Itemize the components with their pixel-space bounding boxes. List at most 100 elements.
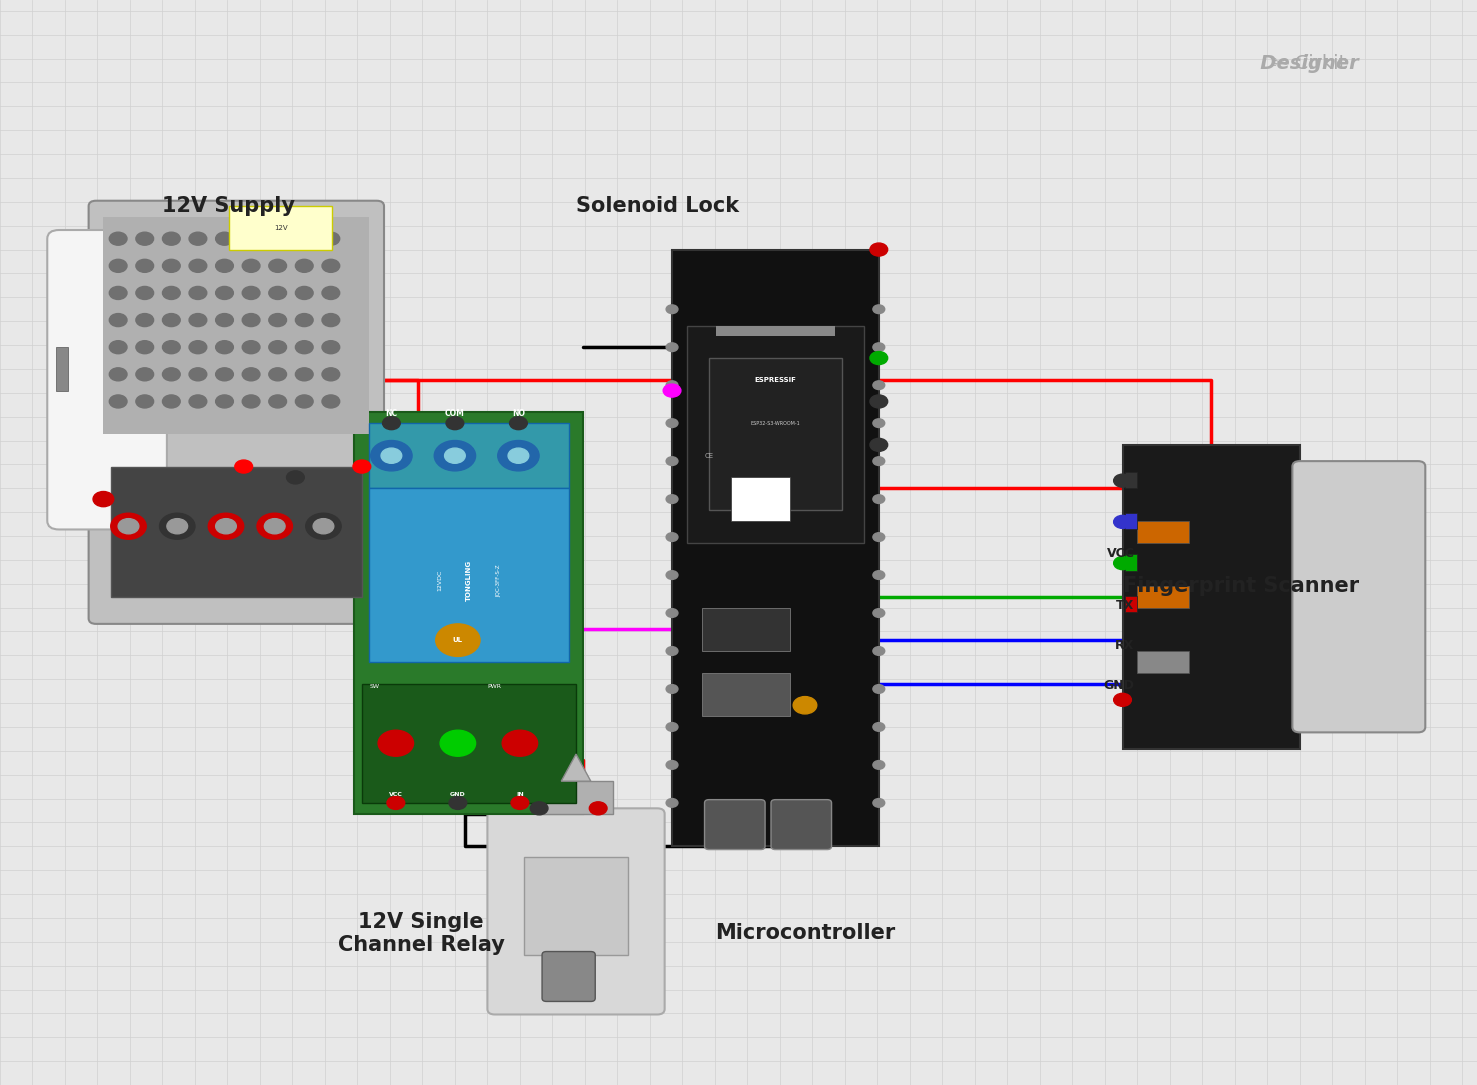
Text: ✂ Cirkit: ✂ Cirkit <box>1272 54 1359 74</box>
Circle shape <box>873 761 885 769</box>
Text: UL: UL <box>453 637 462 643</box>
Circle shape <box>873 305 885 314</box>
Circle shape <box>440 730 476 756</box>
Circle shape <box>793 697 817 714</box>
Text: GND: GND <box>450 792 465 797</box>
Circle shape <box>136 368 154 381</box>
Polygon shape <box>561 754 591 781</box>
Circle shape <box>189 341 207 354</box>
Text: TONGLING: TONGLING <box>465 560 473 601</box>
Bar <box>539 781 613 814</box>
Circle shape <box>162 395 180 408</box>
Circle shape <box>378 730 414 756</box>
Circle shape <box>870 438 888 451</box>
Text: PWR: PWR <box>487 684 501 689</box>
FancyBboxPatch shape <box>705 800 765 850</box>
Circle shape <box>160 513 195 539</box>
Bar <box>369 488 569 662</box>
Text: ESP32-S3-WROOM-1: ESP32-S3-WROOM-1 <box>750 421 801 425</box>
Text: 12V Supply: 12V Supply <box>162 196 295 216</box>
Circle shape <box>589 802 607 815</box>
Circle shape <box>269 341 287 354</box>
Circle shape <box>322 232 340 245</box>
Bar <box>1137 521 1189 542</box>
Circle shape <box>387 796 405 809</box>
Circle shape <box>189 368 207 381</box>
Bar <box>709 358 842 510</box>
Text: JQC-3FF-S-Z: JQC-3FF-S-Z <box>496 564 501 597</box>
Circle shape <box>666 647 678 655</box>
FancyBboxPatch shape <box>542 952 595 1001</box>
Text: Designer: Designer <box>1213 54 1359 74</box>
Circle shape <box>873 571 885 579</box>
Circle shape <box>162 341 180 354</box>
Circle shape <box>242 395 260 408</box>
Circle shape <box>118 519 139 534</box>
Circle shape <box>111 513 146 539</box>
Circle shape <box>663 384 681 397</box>
Circle shape <box>136 286 154 299</box>
Circle shape <box>136 259 154 272</box>
Circle shape <box>295 286 313 299</box>
Circle shape <box>109 314 127 327</box>
Circle shape <box>295 395 313 408</box>
FancyBboxPatch shape <box>487 808 665 1014</box>
Circle shape <box>189 286 207 299</box>
Circle shape <box>109 341 127 354</box>
Bar <box>672 250 879 846</box>
Circle shape <box>269 368 287 381</box>
Circle shape <box>666 533 678 541</box>
Circle shape <box>436 624 480 656</box>
Text: SW: SW <box>369 684 380 689</box>
Circle shape <box>446 417 464 430</box>
Circle shape <box>508 448 529 463</box>
Circle shape <box>242 286 260 299</box>
Circle shape <box>109 259 127 272</box>
Circle shape <box>109 286 127 299</box>
Bar <box>362 684 576 803</box>
Circle shape <box>371 441 412 471</box>
Text: Microcontroller: Microcontroller <box>715 923 895 943</box>
Text: COM: COM <box>445 409 465 418</box>
Bar <box>354 412 583 814</box>
Circle shape <box>873 533 885 541</box>
Circle shape <box>295 341 313 354</box>
Circle shape <box>873 799 885 807</box>
Circle shape <box>1114 557 1131 570</box>
Circle shape <box>216 259 233 272</box>
Circle shape <box>295 259 313 272</box>
Text: 12VDC: 12VDC <box>437 570 442 591</box>
Circle shape <box>666 419 678 427</box>
Circle shape <box>873 685 885 693</box>
Circle shape <box>498 441 539 471</box>
Circle shape <box>666 609 678 617</box>
Bar <box>702 608 790 651</box>
Bar <box>687 326 864 542</box>
Text: 12V: 12V <box>273 225 288 231</box>
Circle shape <box>162 259 180 272</box>
Circle shape <box>242 232 260 245</box>
Circle shape <box>381 448 402 463</box>
Bar <box>1137 586 1189 608</box>
Bar <box>103 217 369 434</box>
Circle shape <box>666 723 678 731</box>
Circle shape <box>449 796 467 809</box>
Circle shape <box>295 368 313 381</box>
Circle shape <box>511 796 529 809</box>
Circle shape <box>322 368 340 381</box>
FancyBboxPatch shape <box>47 230 167 529</box>
FancyBboxPatch shape <box>1292 461 1425 732</box>
Circle shape <box>873 419 885 427</box>
Circle shape <box>269 232 287 245</box>
Circle shape <box>216 341 233 354</box>
Circle shape <box>666 571 678 579</box>
Circle shape <box>666 343 678 352</box>
Circle shape <box>313 519 334 534</box>
Text: TX: TX <box>1117 599 1134 612</box>
Circle shape <box>162 368 180 381</box>
FancyBboxPatch shape <box>89 201 384 624</box>
Text: Fingerprint Scanner: Fingerprint Scanner <box>1123 576 1359 596</box>
Circle shape <box>1114 515 1131 528</box>
Bar <box>1125 554 1137 571</box>
Circle shape <box>873 609 885 617</box>
